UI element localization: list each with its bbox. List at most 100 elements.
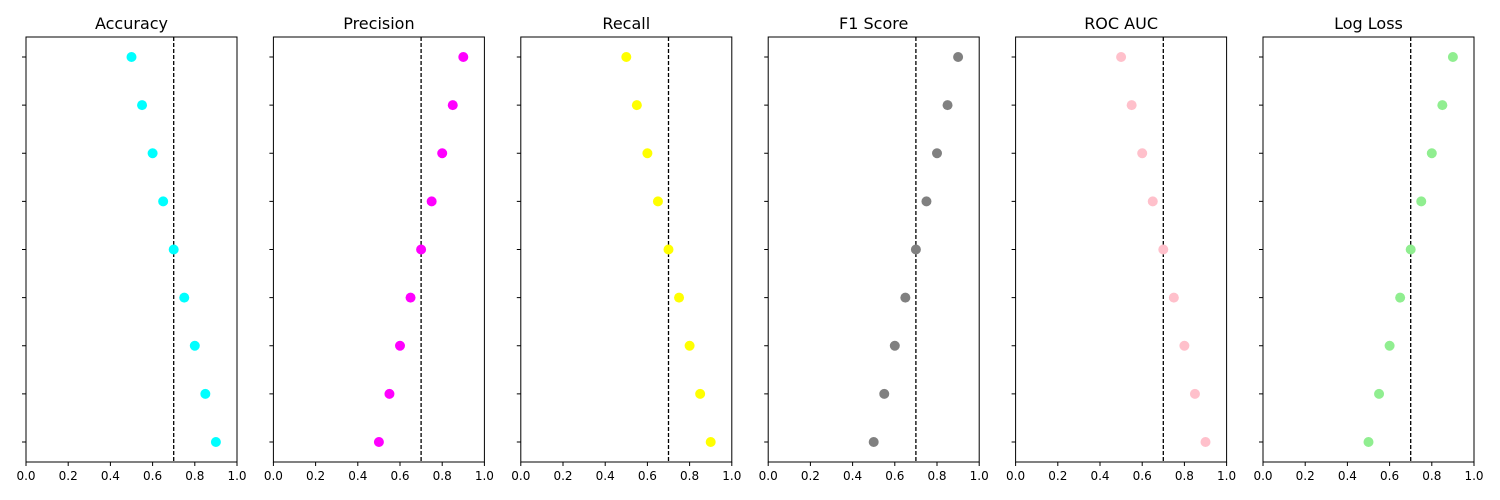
- data-point: [642, 148, 653, 159]
- x-tick-label: 0.4: [1338, 469, 1357, 483]
- panel-title: F1 Score: [839, 14, 908, 33]
- data-point: [921, 196, 932, 207]
- data-point: [932, 148, 942, 159]
- data-point: [179, 292, 190, 303]
- data-point: [200, 388, 211, 399]
- panel-accuracy: Accuracy 0.0 0.2 0.4 0.6 0.8 1.0: [16, 14, 246, 483]
- data-point: [1116, 52, 1127, 62]
- x-tick-label: 0.6: [143, 469, 162, 483]
- x-tick-label: 1.0: [970, 469, 989, 483]
- x-tick-label: 0.4: [101, 469, 120, 483]
- x-tick-label: 0.2: [1296, 469, 1315, 483]
- x-tick-label: 0.8: [1175, 469, 1194, 483]
- x-tick-label: 0.4: [843, 469, 862, 483]
- panel-roc-auc: ROC AUC 0.0 0.2 0.4 0.6 0.8 1.0: [1006, 14, 1236, 483]
- data-point: [705, 437, 716, 447]
- panel-title: Recall: [602, 14, 650, 33]
- data-point: [1126, 100, 1137, 111]
- x-tick-label: 0.4: [1090, 469, 1109, 483]
- x-tick-label: 1.0: [1464, 469, 1483, 483]
- data-point: [953, 52, 964, 62]
- x-tick-label: 0.2: [801, 469, 820, 483]
- data-point: [631, 100, 642, 111]
- panel-f1-score: F1 Score 0.0 0.2 0.4 0.6 0.8 1.0: [759, 14, 989, 483]
- data-point: [405, 292, 416, 303]
- data-point: [1384, 340, 1395, 351]
- panel-title: Accuracy: [95, 14, 168, 33]
- data-point: [900, 292, 911, 303]
- data-point: [942, 100, 953, 111]
- data-point: [384, 388, 395, 399]
- x-tick-label: 0.8: [433, 469, 452, 483]
- data-point: [1168, 292, 1179, 303]
- data-point: [137, 100, 148, 111]
- data-point: [1137, 148, 1148, 159]
- data-point: [663, 244, 674, 255]
- data-point: [1179, 340, 1190, 351]
- data-point: [458, 52, 469, 62]
- data-point: [1189, 388, 1200, 399]
- x-tick-label: 1.0: [475, 469, 494, 483]
- x-tick-label: 0.0: [16, 469, 35, 483]
- x-tick-label: 0.0: [759, 469, 778, 483]
- x-tick-label: 0.6: [885, 469, 904, 483]
- x-tick-label: 1.0: [722, 469, 741, 483]
- data-point: [1158, 244, 1169, 255]
- data-point: [695, 388, 706, 399]
- data-point: [879, 388, 890, 399]
- x-tick-label: 0.0: [264, 469, 283, 483]
- data-point: [147, 148, 158, 159]
- data-point: [189, 340, 200, 351]
- data-point: [437, 148, 448, 159]
- data-point: [416, 244, 427, 255]
- data-point: [1405, 244, 1416, 255]
- x-tick-label: 0.6: [638, 469, 657, 483]
- data-point: [868, 437, 879, 447]
- x-tick-label: 0.2: [306, 469, 325, 483]
- x-tick-label: 0.6: [390, 469, 409, 483]
- panel-log-loss: Log Loss 0.0 0.2 0.4 0.6 0.8 1.0: [1253, 14, 1483, 483]
- data-point: [621, 52, 632, 62]
- x-tick-label: 0.0: [1253, 469, 1272, 483]
- data-point: [426, 196, 437, 207]
- data-point: [210, 437, 221, 447]
- x-tick-label: 1.0: [1217, 469, 1236, 483]
- x-tick-label: 0.0: [511, 469, 530, 483]
- panel-title: Log Loss: [1334, 14, 1403, 33]
- x-tick-label: 0.8: [680, 469, 699, 483]
- x-tick-label: 0.8: [927, 469, 946, 483]
- data-point: [158, 196, 169, 207]
- data-point: [1395, 292, 1406, 303]
- x-tick-label: 0.2: [1048, 469, 1067, 483]
- data-point: [1437, 100, 1448, 111]
- panel-recall: Recall 0.0 0.2 0.4 0.6 0.8 1.0: [511, 14, 741, 483]
- data-point: [126, 52, 137, 62]
- data-point: [1416, 196, 1427, 207]
- data-point: [889, 340, 900, 351]
- x-tick-label: 0.2: [59, 469, 78, 483]
- data-point: [652, 196, 663, 207]
- data-point: [674, 292, 685, 303]
- x-tick-label: 0.6: [1133, 469, 1152, 483]
- panel-precision: Precision 0.0 0.2 0.4 0.6 0.8 1.0: [264, 14, 494, 483]
- data-point: [447, 100, 458, 111]
- x-tick-label: 0.0: [1006, 469, 1025, 483]
- data-point: [684, 340, 695, 351]
- data-point: [1363, 437, 1374, 447]
- x-tick-label: 0.4: [596, 469, 615, 483]
- panel-title: ROC AUC: [1084, 14, 1158, 33]
- data-point: [168, 244, 179, 255]
- data-point: [395, 340, 405, 351]
- data-point: [1374, 388, 1385, 399]
- x-tick-label: 0.6: [1380, 469, 1399, 483]
- data-point: [1426, 148, 1437, 159]
- data-point: [1447, 52, 1458, 62]
- x-tick-label: 1.0: [227, 469, 246, 483]
- x-tick-label: 0.8: [1422, 469, 1441, 483]
- data-point: [1200, 437, 1211, 447]
- x-tick-label: 0.8: [185, 469, 204, 483]
- x-tick-label: 0.2: [553, 469, 572, 483]
- data-point: [910, 244, 921, 255]
- data-point: [373, 437, 384, 447]
